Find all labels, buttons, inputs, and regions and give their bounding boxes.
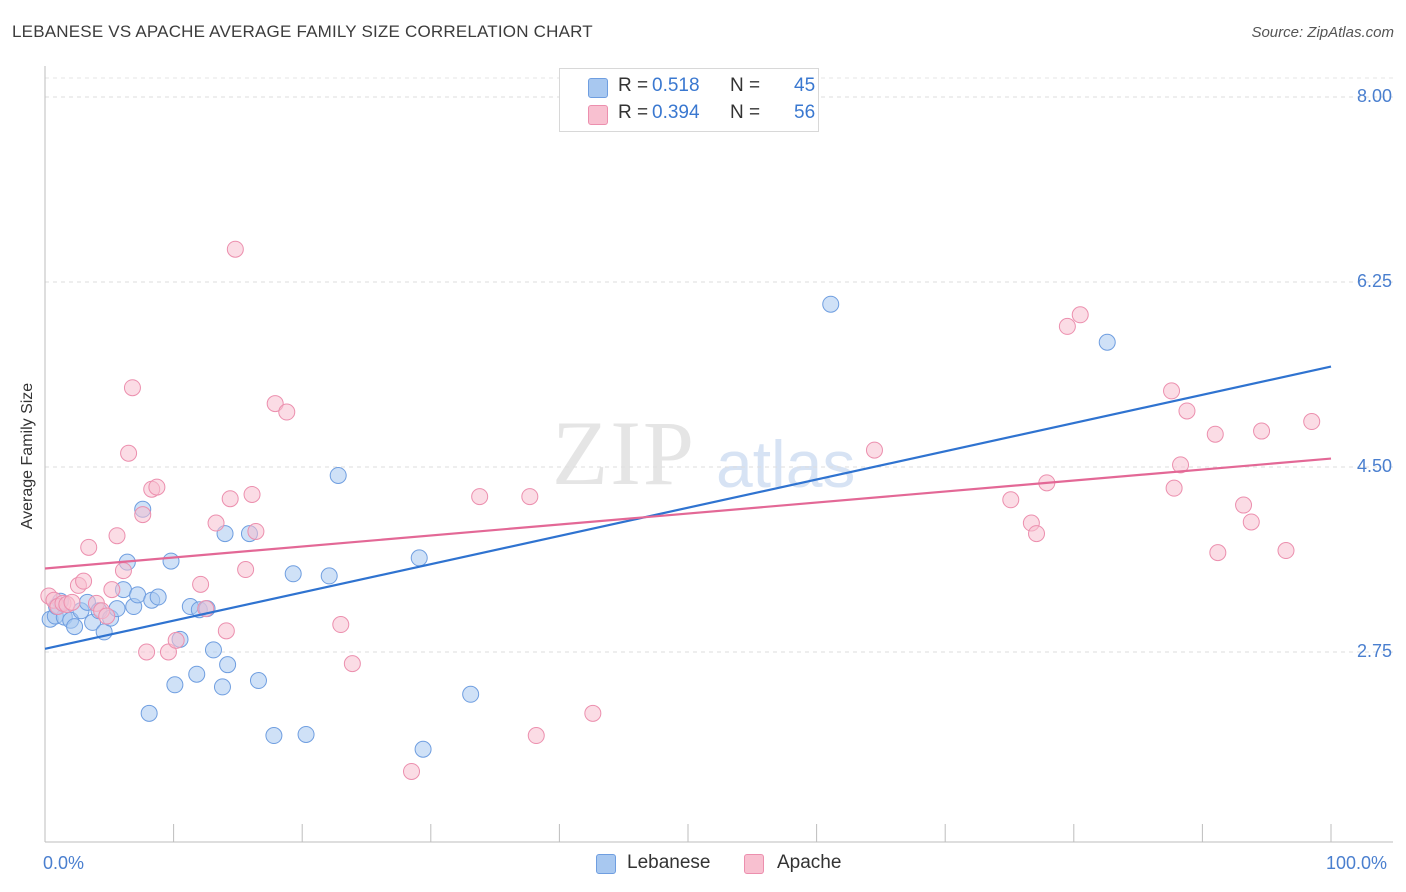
legend-n-value: 45 [794, 75, 816, 96]
point-apache [584, 704, 602, 722]
legend-r-label: R = [618, 102, 649, 123]
point-apache [75, 572, 93, 590]
point-lebanese [329, 466, 347, 484]
trend-line-lebanese [44, 365, 1332, 650]
correlation-legend: R = 0.518 N = 45 R = 0.394 N = 56 [559, 68, 819, 132]
point-apache [221, 490, 239, 508]
point-lebanese [66, 618, 84, 636]
point-lebanese [188, 665, 206, 683]
point-apache [1303, 413, 1321, 431]
point-apache [148, 478, 166, 496]
point-lebanese [284, 565, 302, 583]
y-axis-label: Average Family Size [19, 382, 36, 530]
point-apache [521, 488, 539, 506]
point-apache [1163, 382, 1181, 400]
trend-lines [44, 365, 1332, 650]
point-apache [1058, 317, 1076, 335]
point-lebanese [265, 727, 283, 745]
point-apache [1172, 456, 1190, 474]
point-apache [80, 538, 98, 556]
legend-r-value: 0.394 [652, 102, 700, 123]
bottom-legend-swatch-apache [744, 854, 764, 874]
bottom-legend-label: Lebanese [627, 852, 711, 873]
point-lebanese [462, 685, 480, 703]
point-apache [138, 643, 156, 661]
point-apache [247, 522, 265, 540]
point-lebanese [213, 678, 231, 696]
point-apache [527, 727, 545, 745]
y-tick-label: 8.00 [1356, 86, 1392, 106]
point-apache [98, 607, 116, 625]
y-tick-label: 4.50 [1356, 456, 1392, 476]
trend-line-apache [44, 457, 1332, 570]
point-apache [1002, 491, 1020, 509]
point-lebanese [320, 567, 338, 585]
point-lebanese [410, 549, 428, 567]
x-tick-label-max: 100.0% [1326, 853, 1388, 873]
point-apache [1165, 479, 1183, 497]
point-apache [134, 506, 152, 524]
source-credit: Source: ZipAtlas.com [1251, 24, 1394, 41]
point-apache [237, 561, 255, 579]
point-apache [343, 655, 361, 673]
y-tick-label: 6.25 [1356, 271, 1392, 291]
point-apache [278, 403, 296, 421]
point-lebanese [414, 740, 432, 758]
point-lebanese [129, 586, 147, 604]
point-apache [1253, 422, 1271, 440]
legend-n-label: N = [730, 75, 761, 96]
legend-r-value: 0.518 [652, 75, 700, 96]
watermark-zip: ZIP [552, 402, 696, 504]
point-lebanese [297, 725, 315, 743]
point-apache [108, 527, 126, 545]
point-apache [103, 581, 121, 599]
point-apache [207, 514, 225, 532]
point-apache [1235, 496, 1253, 514]
point-apache [123, 379, 141, 397]
point-lebanese [140, 704, 158, 722]
y-tick-label: 2.75 [1356, 641, 1392, 661]
point-apache [1242, 513, 1260, 531]
point-apache [226, 240, 244, 258]
point-apache [1206, 425, 1224, 443]
legend-n-value: 56 [794, 102, 816, 123]
point-apache [120, 444, 138, 462]
point-lebanese [204, 641, 222, 659]
point-apache [243, 485, 261, 503]
point-apache [192, 575, 210, 593]
point-apache [471, 488, 489, 506]
watermark-atlas: atlas [716, 427, 856, 501]
point-apache [63, 593, 81, 611]
legend-r-label: R = [618, 75, 649, 96]
bottom-legend-label: Apache [777, 852, 842, 873]
point-apache [1028, 525, 1046, 543]
point-apache [1209, 544, 1227, 562]
point-lebanese [166, 676, 184, 694]
point-apache [865, 441, 883, 459]
point-apache [403, 762, 421, 780]
point-apache [114, 562, 132, 580]
point-lebanese [162, 552, 180, 570]
legend-swatch-lebanese [588, 78, 608, 98]
data-points [40, 240, 1321, 780]
point-lebanese [149, 588, 167, 606]
point-apache [1071, 306, 1089, 324]
point-lebanese [219, 656, 237, 674]
point-lebanese [1098, 333, 1116, 351]
point-apache [167, 631, 185, 649]
axes [44, 66, 1393, 843]
legend-n-label: N = [730, 102, 761, 123]
point-apache [332, 616, 350, 634]
point-apache [1277, 542, 1295, 560]
bottom-legend-swatch-lebanese [596, 854, 616, 874]
point-apache [266, 395, 284, 413]
point-lebanese [822, 295, 840, 313]
point-lebanese [249, 672, 267, 690]
chart-title: LEBANESE VS APACHE AVERAGE FAMILY SIZE C… [12, 22, 593, 41]
point-apache [217, 622, 235, 640]
point-apache [1178, 402, 1196, 420]
legend-swatch-apache [588, 105, 608, 125]
x-tick-label-min: 0.0% [43, 853, 85, 873]
